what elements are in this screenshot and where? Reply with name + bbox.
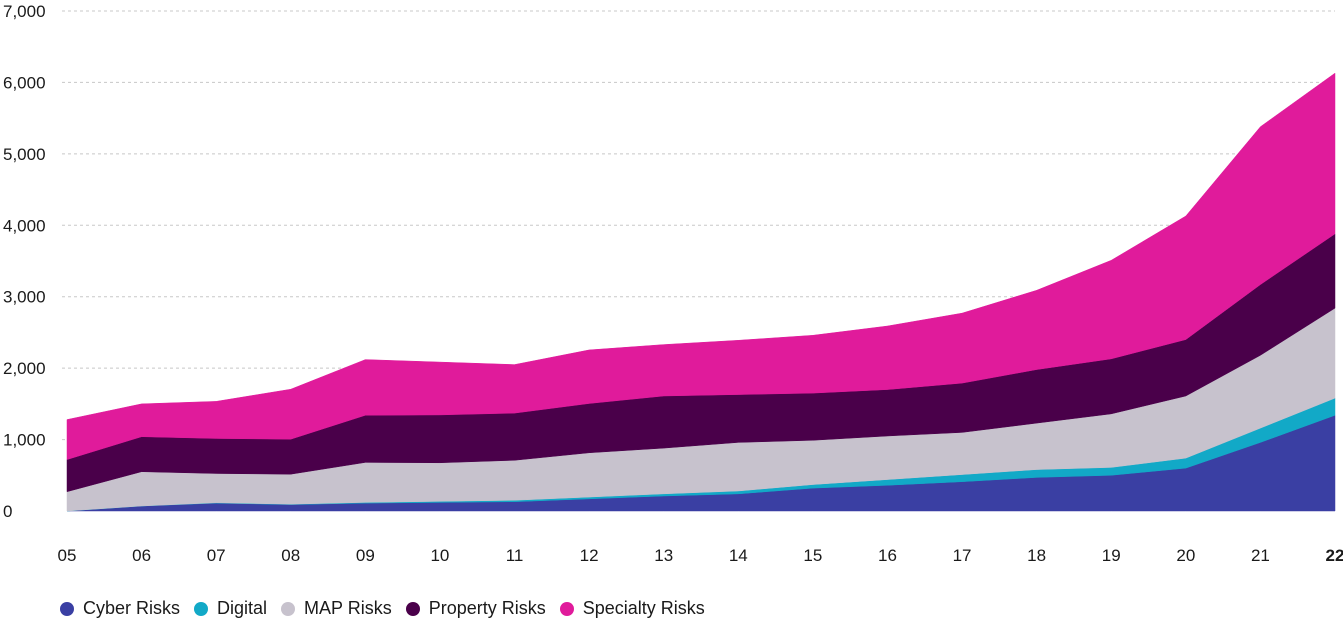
y-tick-label: 5,000 [3, 145, 46, 164]
x-tick-label: 15 [803, 546, 822, 565]
legend-label: Property Risks [428, 598, 546, 618]
legend-item: Digital [194, 598, 267, 619]
x-tick-label: 07 [207, 546, 226, 565]
x-tick-label: 22 [1326, 546, 1343, 565]
y-axis-ticks: 0 1,000 2,000 3,000 4,000 5,000 6,000 7,000 [3, 2, 46, 521]
x-tick-label: 10 [430, 546, 449, 565]
y-tick-label: 2,000 [3, 359, 46, 378]
legend-swatch [60, 601, 74, 616]
legend-swatch [281, 601, 296, 616]
y-tick-label: 3,000 [3, 288, 46, 307]
legend-item: Cyber Risks [60, 598, 180, 619]
x-tick-label: 12 [580, 546, 599, 565]
legend-label: Digital [217, 598, 268, 618]
legend-label: Specialty Risks [582, 598, 705, 618]
legend-swatch [405, 601, 420, 616]
legend-label: MAP Risks [304, 598, 392, 618]
legend-swatch [559, 601, 574, 616]
x-tick-label: 11 [506, 546, 524, 565]
x-tick-label: 06 [132, 546, 151, 565]
legend: Cyber Risks Digital MAP Risks Property Risk… [60, 598, 719, 619]
y-tick-label: 6,000 [3, 73, 46, 92]
legend-swatch [194, 601, 209, 616]
y-tick-label: 1,000 [3, 431, 46, 450]
x-tick-label: 16 [878, 546, 897, 565]
x-tick-label: 21 [1251, 546, 1270, 565]
x-tick-label: 08 [281, 546, 300, 565]
legend-item: Specialty Risks [559, 598, 705, 619]
x-tick-label: 13 [654, 546, 673, 565]
x-tick-label: 17 [953, 546, 972, 565]
x-tick-label: 09 [356, 546, 375, 565]
area-series [66, 72, 1336, 512]
x-tick-label: 20 [1176, 546, 1195, 565]
legend-item: Property Risks [405, 598, 546, 619]
y-tick-label: 7,000 [3, 2, 46, 21]
y-tick-label: 0 [3, 502, 12, 521]
y-tick-label: 4,000 [3, 216, 46, 235]
area-specialty-risks [66, 72, 1336, 460]
x-tick-label: 05 [58, 546, 77, 565]
x-axis-ticks: 05 06 07 08 09 10 11 12 13 14 15 16 17 18 19 20 21 22 [58, 546, 1343, 565]
x-tick-label: 18 [1027, 546, 1046, 565]
legend-label: Cyber Risks [83, 598, 181, 618]
x-tick-label: 14 [729, 546, 748, 565]
x-tick-label: 19 [1102, 546, 1121, 565]
legend-item: MAP Risks [281, 598, 392, 619]
